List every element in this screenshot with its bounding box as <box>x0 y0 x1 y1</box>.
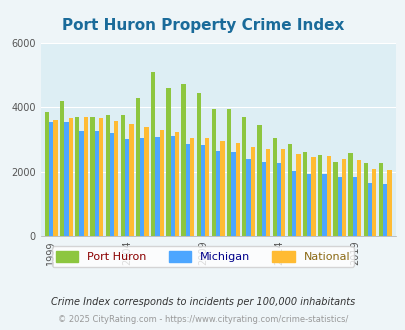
Bar <box>151 72 155 236</box>
Bar <box>181 84 185 236</box>
Bar <box>242 117 246 236</box>
Bar <box>265 149 269 236</box>
Bar <box>110 133 114 236</box>
Bar <box>333 162 337 236</box>
Bar <box>211 109 215 236</box>
Text: Port Huron Property Crime Index: Port Huron Property Crime Index <box>62 18 343 33</box>
Bar <box>226 109 231 236</box>
Bar <box>136 98 140 236</box>
Bar <box>276 163 280 236</box>
Bar <box>287 144 291 236</box>
Bar <box>196 93 200 236</box>
Legend: Port Huron, Michigan, National: Port Huron, Michigan, National <box>51 247 354 267</box>
Bar <box>79 131 83 236</box>
Bar <box>250 148 254 236</box>
Bar <box>307 174 311 236</box>
Bar <box>175 132 179 236</box>
Bar <box>90 117 94 236</box>
Bar <box>371 169 375 236</box>
Bar <box>129 124 133 236</box>
Bar <box>83 117 88 236</box>
Bar <box>318 155 322 236</box>
Bar <box>120 115 125 236</box>
Bar <box>235 143 239 236</box>
Bar <box>347 153 352 236</box>
Bar <box>170 136 175 236</box>
Bar <box>272 138 276 236</box>
Bar <box>64 122 68 236</box>
Bar <box>367 183 371 236</box>
Text: © 2025 CityRating.com - https://www.cityrating.com/crime-statistics/: © 2025 CityRating.com - https://www.city… <box>58 315 347 324</box>
Bar <box>322 175 326 236</box>
Bar <box>49 122 53 236</box>
Bar <box>155 137 159 236</box>
Bar <box>205 138 209 236</box>
Bar <box>60 101 64 236</box>
Bar <box>200 145 205 236</box>
Bar <box>159 130 164 236</box>
Bar <box>257 125 261 236</box>
Bar <box>302 152 307 236</box>
Text: Crime Index corresponds to incidents per 100,000 inhabitants: Crime Index corresponds to incidents per… <box>51 297 354 307</box>
Bar <box>105 115 110 236</box>
Bar <box>356 160 360 236</box>
Bar <box>280 149 285 236</box>
Bar <box>296 153 300 236</box>
Bar <box>140 138 144 236</box>
Bar <box>363 163 367 236</box>
Bar <box>94 131 99 236</box>
Bar <box>337 177 341 236</box>
Bar <box>215 151 220 236</box>
Bar <box>291 171 296 236</box>
Bar <box>326 156 330 236</box>
Bar <box>352 178 356 236</box>
Bar <box>125 140 129 236</box>
Bar <box>382 184 386 236</box>
Bar <box>311 157 315 236</box>
Bar <box>341 159 345 236</box>
Bar <box>261 162 265 236</box>
Bar <box>99 117 103 236</box>
Bar <box>386 170 391 236</box>
Bar <box>185 144 190 236</box>
Bar <box>378 163 382 236</box>
Bar <box>53 120 58 236</box>
Bar <box>114 121 118 236</box>
Bar <box>220 141 224 236</box>
Bar <box>144 127 148 236</box>
Bar <box>75 117 79 236</box>
Bar <box>68 117 72 236</box>
Bar <box>45 112 49 236</box>
Bar <box>231 152 235 236</box>
Bar <box>246 159 250 236</box>
Bar <box>190 138 194 236</box>
Bar <box>166 88 170 236</box>
